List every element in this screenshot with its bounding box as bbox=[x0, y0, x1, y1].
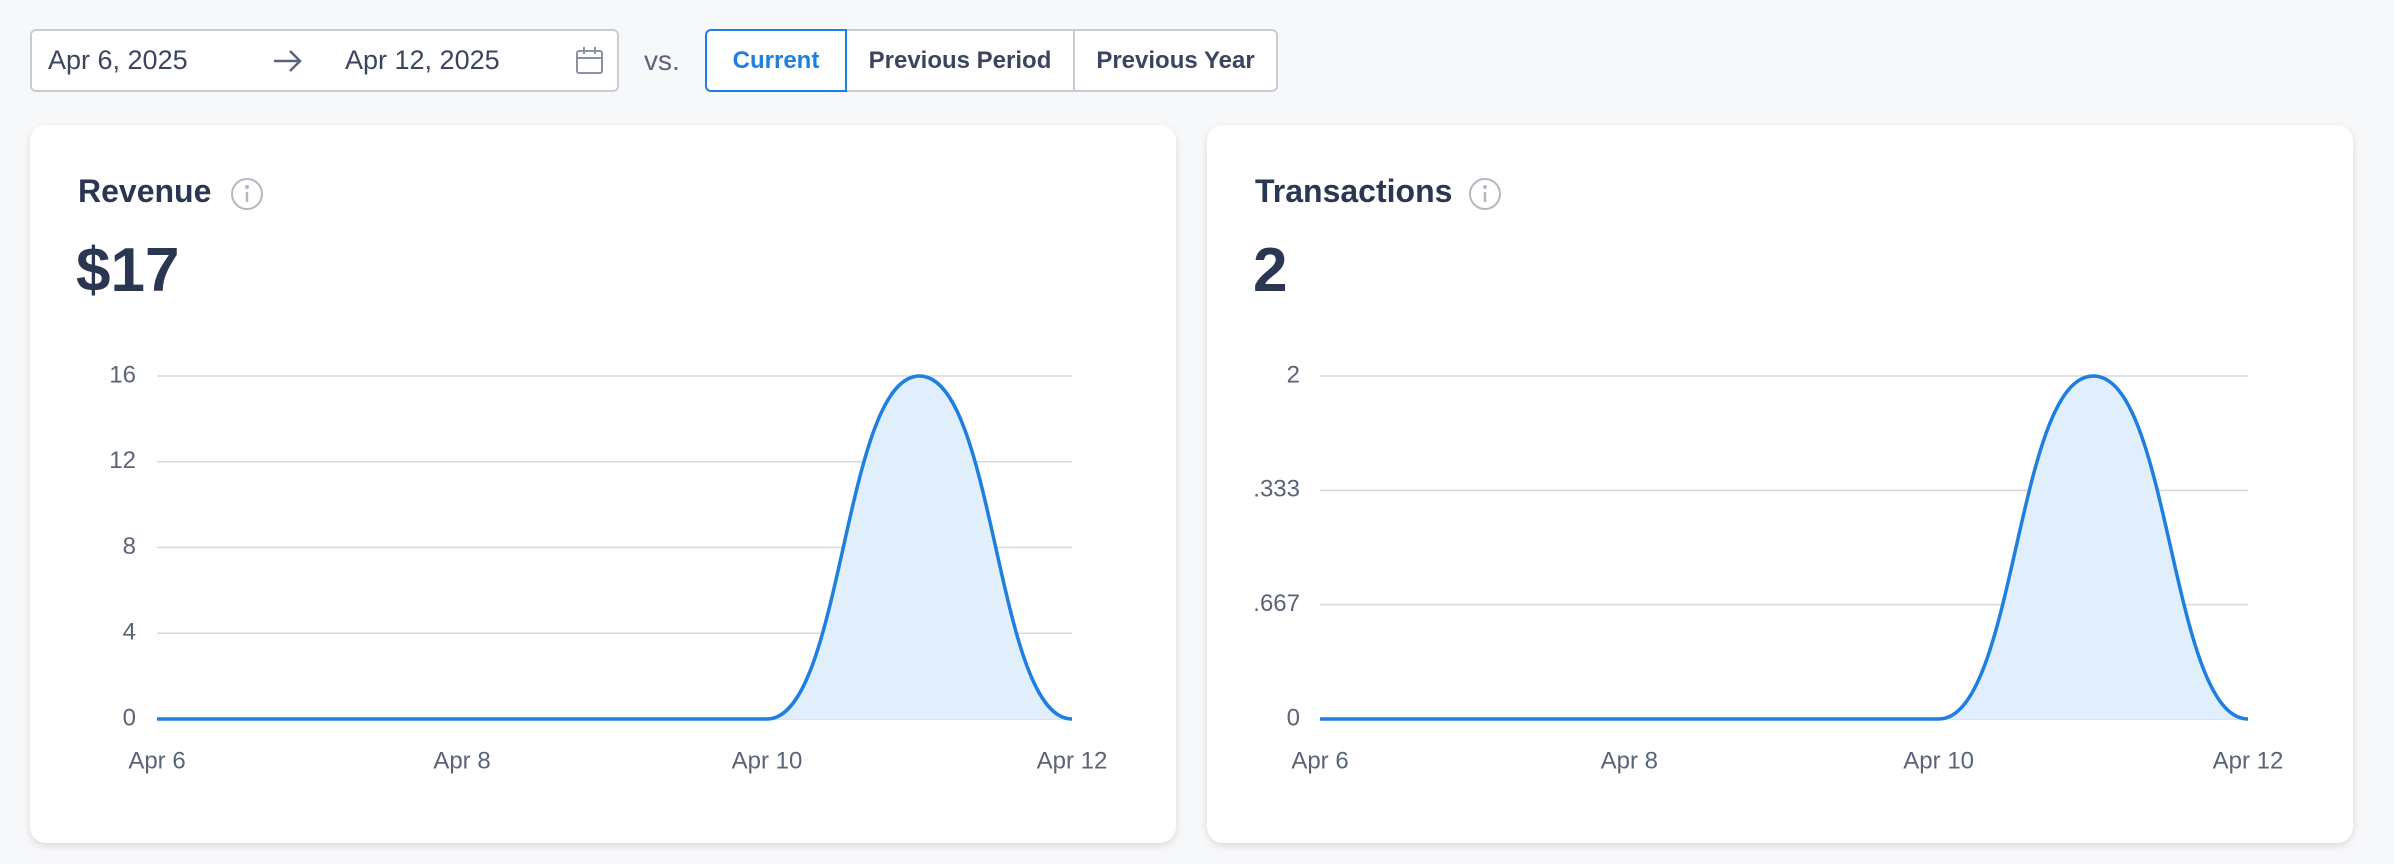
y-tick-label: 0.667 bbox=[1254, 590, 1300, 617]
x-tick-label: Apr 12 bbox=[1037, 747, 1108, 774]
compare-button[interactable]: Previous Period bbox=[845, 29, 1075, 92]
metric-card: Revenue $17 0 4 8 12 16 Apr 6 Apr 8 Apr 10 Apr 1… bbox=[30, 125, 1176, 843]
start-date[interactable]: Apr 6, 2025 bbox=[48, 45, 188, 75]
chart: 0 4 8 12 16 Apr 6 Apr 8 Apr 10 Apr 12 bbox=[109, 365, 1108, 774]
end-date[interactable]: Apr 12, 2025 bbox=[345, 45, 500, 75]
y-tick-label: 2 bbox=[1287, 365, 1300, 388]
chart: 0 0.667 1.333 2 Apr 6 Apr 8 Apr 10 Apr 12 bbox=[1254, 365, 2284, 774]
x-tick-label: Apr 10 bbox=[732, 747, 803, 774]
x-tick-label: Apr 12 bbox=[2213, 747, 2284, 774]
metric-card: Transactions 2 0 0.667 1.333 2 Apr 6 Apr 8 Apr… bbox=[1207, 125, 2353, 843]
area bbox=[157, 376, 1072, 719]
line bbox=[156, 374, 1073, 721]
card-title: Revenue bbox=[78, 173, 212, 209]
calendar-icon[interactable] bbox=[575, 46, 605, 76]
y-tick-label: 0 bbox=[1287, 704, 1300, 731]
y-tick-label: 0 bbox=[123, 704, 136, 731]
y-tick-label: 12 bbox=[109, 447, 136, 474]
card-headline: 2 bbox=[1253, 236, 1288, 305]
x-tick-label: Apr 10 bbox=[1903, 747, 1974, 774]
card-headline: $17 bbox=[76, 236, 180, 305]
vs-label: vs. bbox=[644, 45, 680, 76]
area bbox=[1320, 376, 2248, 719]
x-tick-label: Apr 6 bbox=[1291, 747, 1348, 774]
card-title: Transactions bbox=[1255, 173, 1453, 209]
y-tick-label: 4 bbox=[123, 619, 136, 646]
y-tick-label: 1.333 bbox=[1254, 476, 1300, 503]
x-tick-label: Apr 8 bbox=[1601, 747, 1658, 774]
line bbox=[1319, 374, 2249, 721]
y-tick-label: 16 bbox=[109, 365, 136, 388]
y-tick-label: 8 bbox=[123, 533, 136, 560]
compare-button[interactable]: Current bbox=[705, 29, 847, 92]
info-icon[interactable] bbox=[230, 177, 264, 211]
compare-button[interactable]: Previous Year bbox=[1073, 29, 1278, 92]
arrow-icon bbox=[274, 50, 302, 72]
date-range[interactable]: Apr 6, 2025 Apr 12, 2025 bbox=[30, 29, 619, 92]
x-tick-label: Apr 8 bbox=[433, 747, 490, 774]
x-tick-label: Apr 6 bbox=[128, 747, 185, 774]
info-icon[interactable] bbox=[1468, 177, 1502, 211]
